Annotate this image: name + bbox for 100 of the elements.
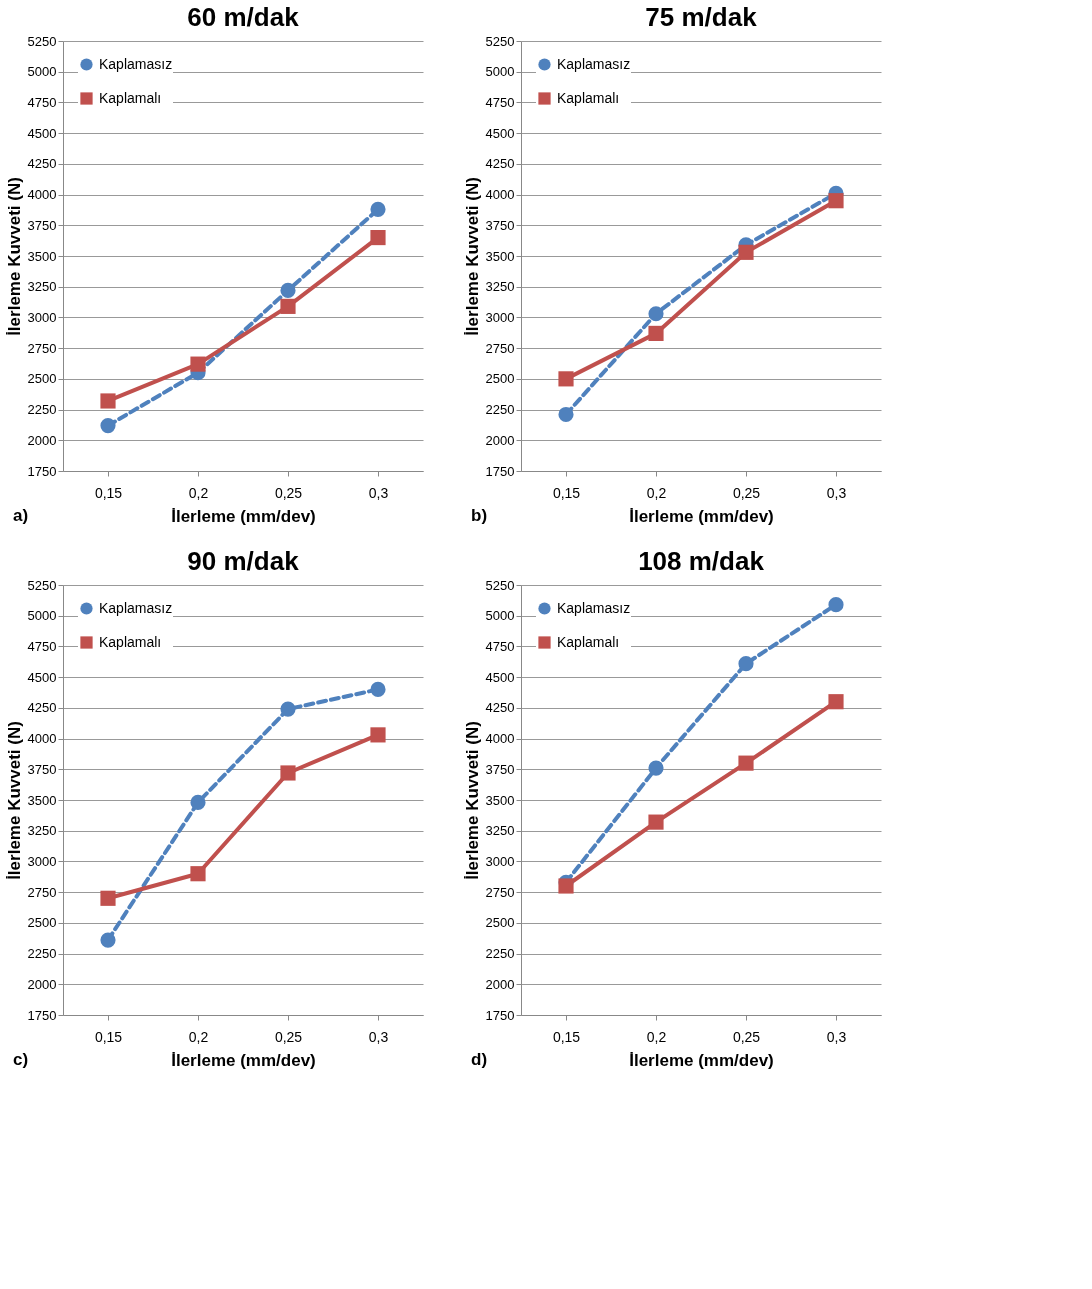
point [558,878,574,894]
y-tick-label: 3250 [27,823,57,839]
x-tick-label: 0,2 [646,484,667,501]
y-tick-label: 4750 [485,638,515,654]
point [280,701,296,717]
y-tick-label: 2500 [485,915,515,931]
point [648,306,664,322]
y-tick-label: 3500 [485,248,515,264]
y-tick-label: 5250 [27,577,57,593]
y-tick-label: 3750 [485,217,515,233]
y-tick-label: 2250 [27,946,57,962]
y-tick-label: 2500 [27,371,57,387]
y-tick-label: 2500 [27,915,57,931]
y-axis-title: İlerleme Kuvveti (N) [462,177,482,336]
y-tick-label: 1750 [485,1007,515,1023]
x-tick-label: 0,15 [552,1028,581,1045]
point [370,681,386,697]
y-tick-label: 4250 [27,700,57,716]
y-axis-title: İlerleme Kuvveti (N) [4,177,24,336]
x-axis-title: İlerleme (mm/dev) [171,1050,316,1070]
point [370,201,386,217]
y-tick-label: 2250 [27,402,57,418]
y-tick-label: 4500 [485,669,515,685]
legend-label: Kaplamalı [99,89,162,106]
y-tick-label: 4250 [485,156,515,172]
x-tick-label: 0,3 [826,1028,847,1045]
x-tick-label: 0,2 [646,1028,667,1045]
y-tick-label: 4750 [27,94,57,110]
x-tick-label: 0,25 [732,484,761,501]
y-tick-label: 1750 [27,463,57,479]
y-tick-label: 3500 [485,792,515,808]
point [100,417,116,434]
y-tick-label: 3750 [27,761,57,777]
y-tick-label: 4500 [27,669,57,685]
y-tick-label: 2000 [485,976,515,992]
y-tick-label: 5250 [485,33,515,49]
x-tick-label: 0,15 [552,484,581,501]
y-tick-label: 4750 [27,638,57,654]
chart-title: 90 m/dak [187,546,300,576]
y-tick-label: 2250 [485,946,515,962]
text: d) [471,1050,488,1069]
point [738,755,754,771]
point [648,814,664,830]
y-tick-label: 3000 [485,853,515,869]
x-tick-label: 0,2 [188,1028,209,1045]
y-tick-label: 3500 [27,248,57,264]
y-tick-label: 5000 [27,64,57,80]
text: a) [13,506,29,525]
x-axis-title: İlerleme (mm/dev) [629,1050,774,1070]
point [828,193,844,209]
y-tick-label: 5250 [27,33,57,49]
text: b) [471,506,488,525]
point [280,298,296,314]
y-tick-label: 4500 [27,125,57,141]
legend-label: Kaplamalı [99,633,162,650]
legend-label: Kaplamalı [557,633,620,650]
y-tick-label: 2000 [485,432,515,448]
point [828,694,844,710]
legend-label: Kaplamalı [557,89,620,106]
y-tick-label: 4000 [27,187,57,203]
legend-label: Kaplamasız [557,55,631,72]
legend-label: Kaplamasız [99,55,173,72]
point [100,393,116,409]
point [370,229,386,246]
y-tick-label: 3250 [485,823,515,839]
y-tick-label: 3000 [27,853,57,869]
x-tick-label: 0,15 [94,484,123,501]
y-tick-label: 3000 [27,309,57,325]
y-tick-label: 4250 [27,156,57,172]
y-tick-label: 2000 [27,976,57,992]
point [370,727,386,743]
point [190,356,206,372]
text: c) [13,1050,29,1069]
point [280,765,296,781]
y-tick-label: 5000 [27,608,57,624]
point [280,282,296,298]
x-axis-title: İlerleme (mm/dev) [629,506,774,526]
point [828,597,844,613]
x-axis-title: İlerleme (mm/dev) [171,506,316,526]
y-tick-label: 3000 [485,309,515,325]
y-tick-label: 2750 [27,340,57,356]
point [100,890,116,906]
y-tick-label: 3500 [27,792,57,808]
x-tick-label: 0,25 [732,1028,761,1045]
y-tick-label: 2500 [485,371,515,387]
y-tick-label: 1750 [485,463,515,479]
legend-label: Kaplamasız [99,599,173,616]
chart-title: 108 m/dak [638,546,765,576]
y-tick-label: 3750 [485,761,515,777]
point [648,325,664,341]
y-tick-label: 5000 [485,64,515,80]
x-tick-label: 0,25 [274,1028,303,1045]
y-tick-label: 2000 [27,432,57,448]
y-tick-label: 3250 [485,279,515,295]
x-tick-label: 0,2 [188,484,209,501]
chart-title: 75 m/dak [645,2,758,32]
y-tick-label: 4000 [485,731,515,747]
x-tick-label: 0,3 [368,484,389,501]
x-tick-label: 0,15 [94,1028,123,1045]
point [738,656,754,672]
